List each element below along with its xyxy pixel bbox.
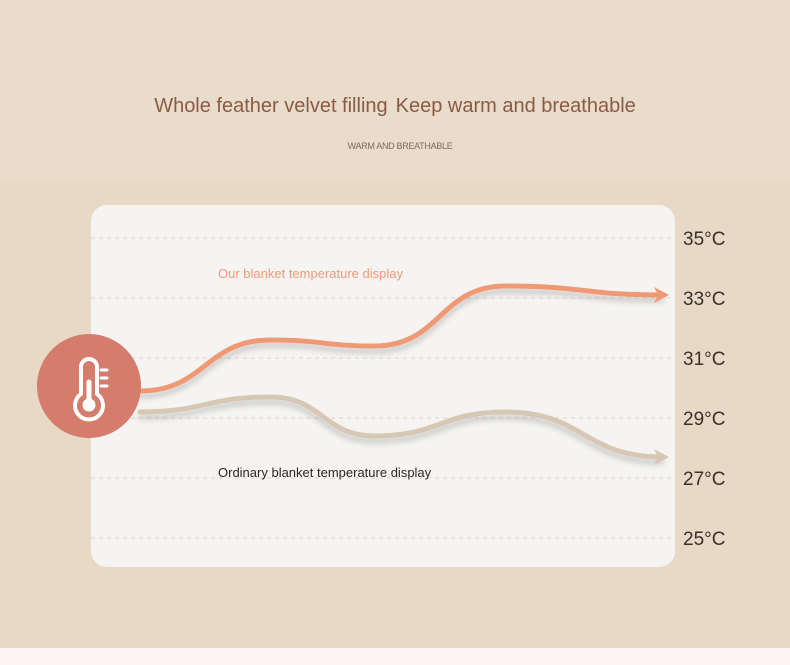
series-line-ordinary-blanket-arrowhead bbox=[654, 449, 669, 465]
headline: Whole feather velvet filling Keep warm an… bbox=[0, 95, 790, 118]
y-tick-label: 35°C bbox=[683, 229, 725, 250]
subtitle: WARM AND BREATHABLE bbox=[347, 141, 453, 151]
chart-card bbox=[91, 205, 675, 567]
headline-part-1: Whole feather velvet filling bbox=[154, 95, 388, 117]
series-line-ordinary-blanket bbox=[137, 394, 665, 460]
series-label-our-blanket: Our blanket temperature display bbox=[218, 266, 403, 281]
bottom-strip bbox=[0, 648, 790, 665]
series-line-our-blanket bbox=[137, 283, 665, 394]
top-background bbox=[0, 0, 790, 180]
y-tick-label: 31°C bbox=[683, 349, 725, 370]
y-tick-label: 29°C bbox=[683, 409, 725, 430]
series-label-ordinary-blanket: Ordinary blanket temperature display bbox=[218, 465, 432, 480]
headline-part-2: Keep warm and breathable bbox=[395, 95, 636, 117]
y-tick-label: 33°C bbox=[683, 289, 725, 310]
y-tick-label: 27°C bbox=[683, 469, 725, 490]
thermometer-icon bbox=[73, 357, 109, 422]
thermometer-badge bbox=[37, 334, 141, 438]
series-line-our-blanket-arrowhead bbox=[654, 287, 669, 303]
y-tick-label: 25°C bbox=[683, 529, 725, 550]
